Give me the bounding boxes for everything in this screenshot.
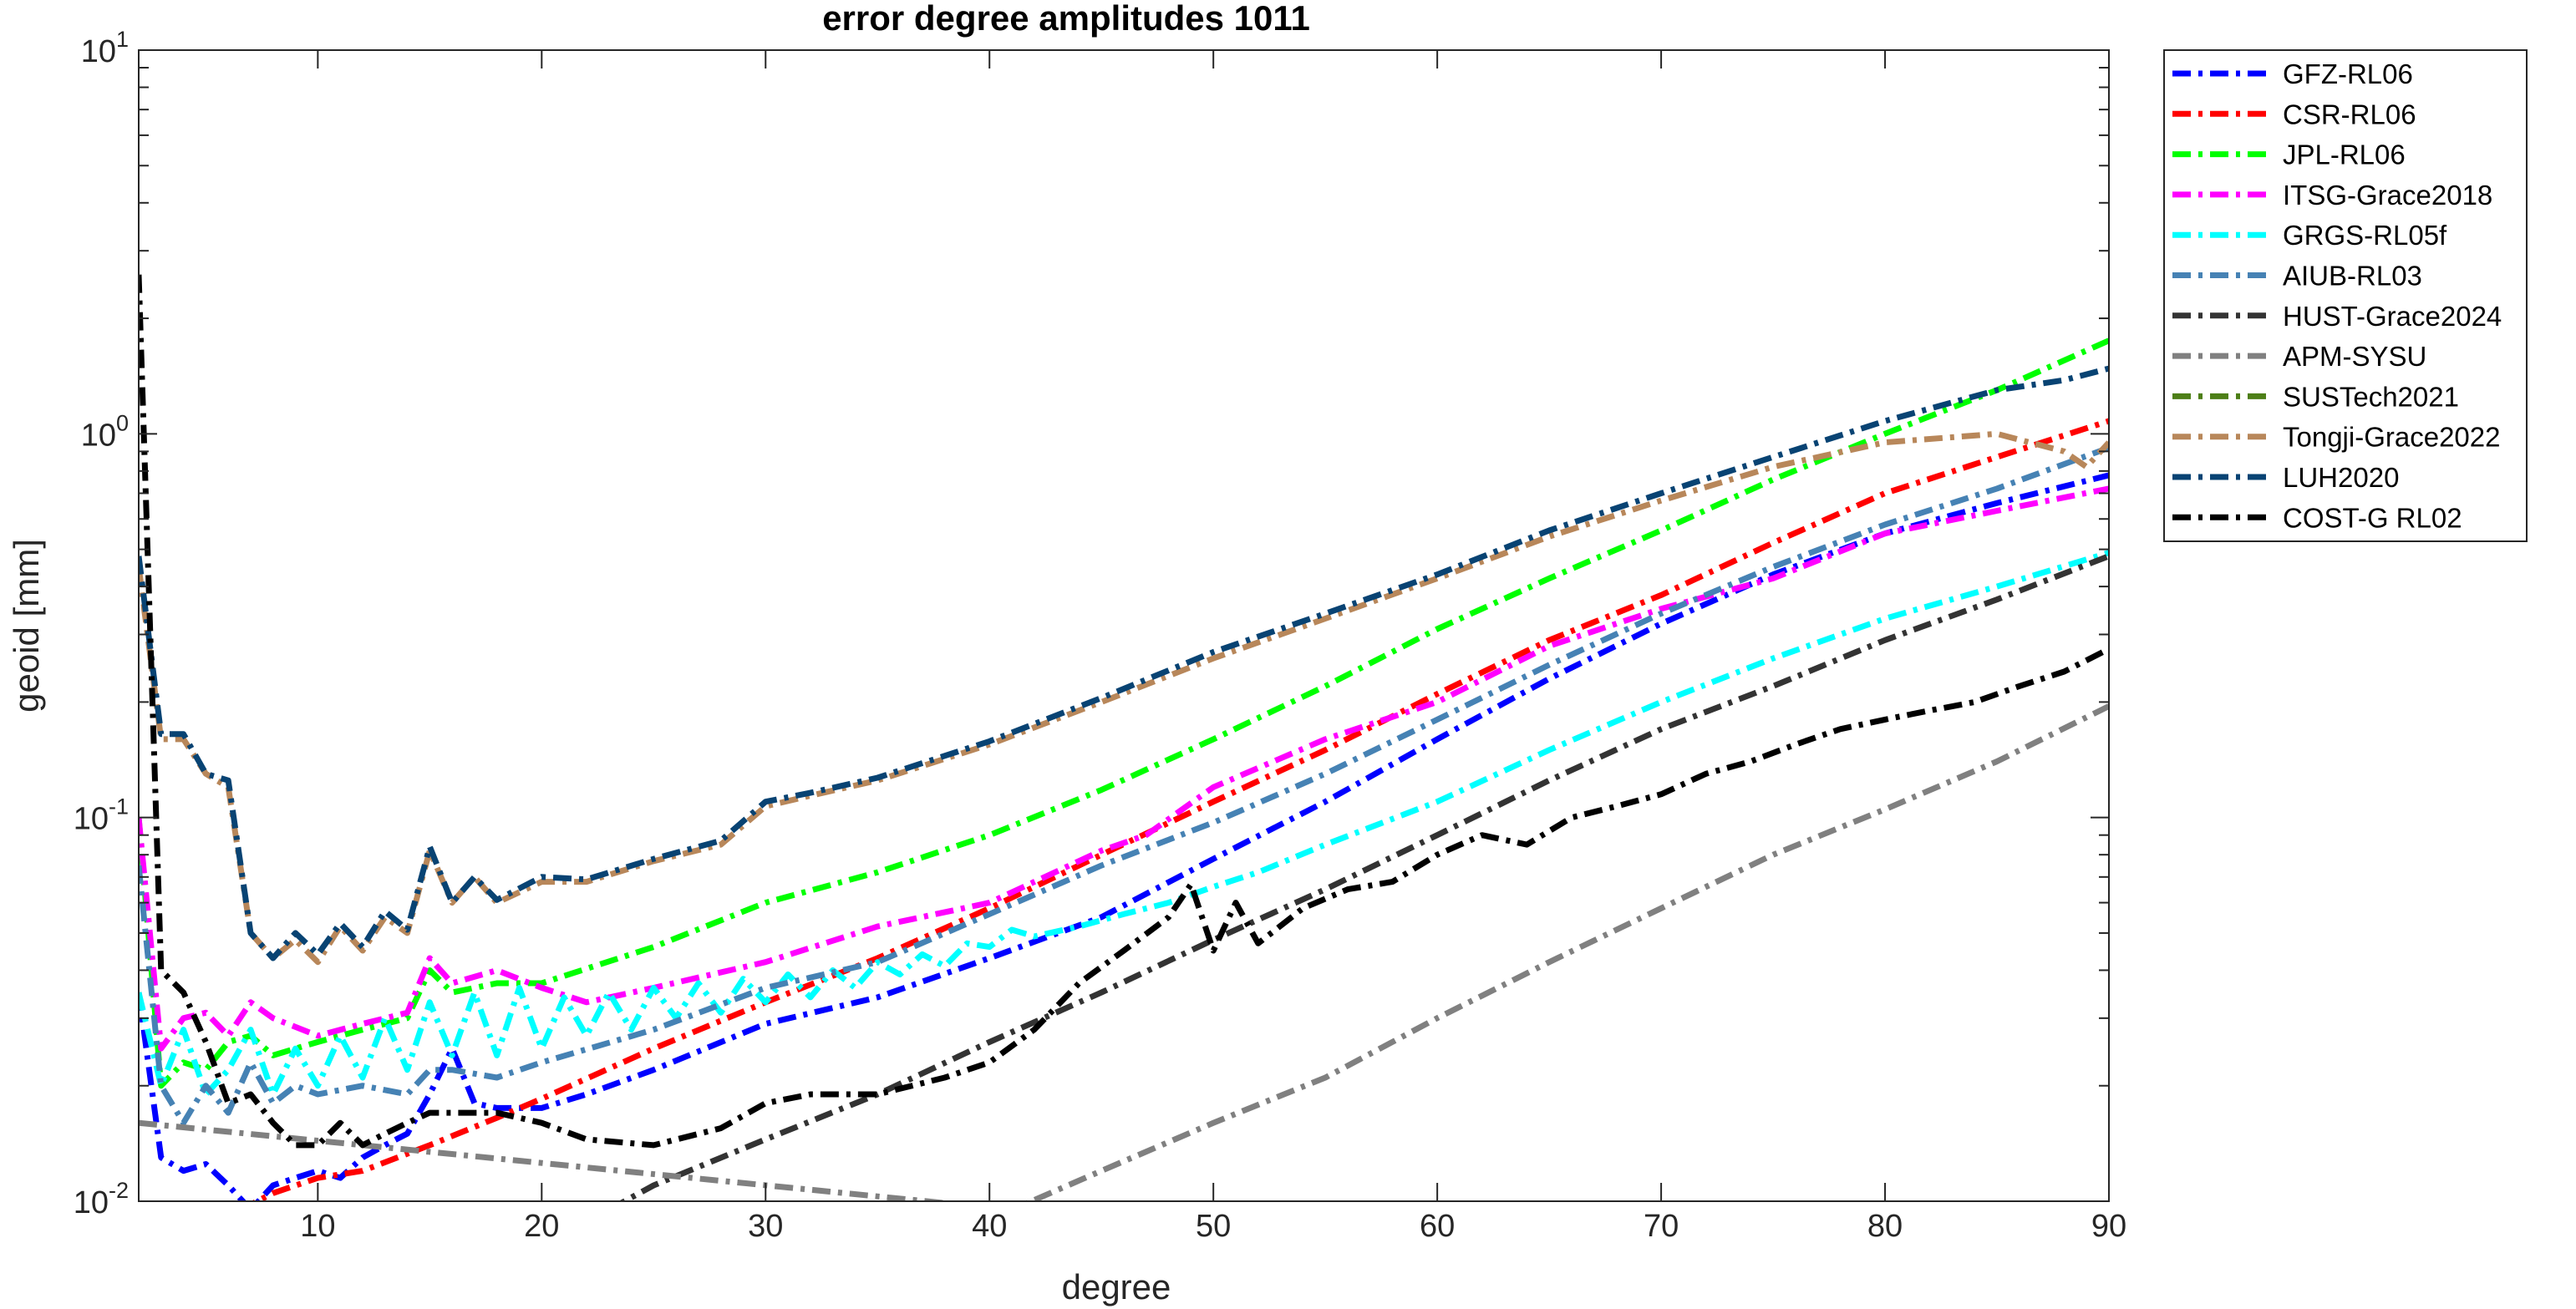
series-line-itsg-grace2018: [139, 485, 2109, 1052]
legend-item: APM-SYSU: [2172, 341, 2426, 372]
legend-label: COST-G RL02: [2283, 502, 2462, 533]
chart-title: error degree amplitudes 1011: [822, 0, 1310, 38]
legend-item: SUSTech2021: [2172, 381, 2459, 412]
legend-label: Tongji-Grace2022: [2283, 422, 2501, 453]
x-axis-label: degree: [1062, 1267, 1171, 1306]
y-tick-label: 10-2: [74, 1178, 129, 1220]
legend: GFZ-RL06 CSR-RL06 JPL-RL06 ITSG-Grace2018 GR…: [2163, 49, 2528, 542]
legend-item: AIUB-RL03: [2172, 261, 2422, 292]
x-tick-label: 80: [1867, 1209, 1903, 1244]
y-tick-label: 10-1: [74, 794, 129, 837]
plot-area: [138, 49, 2110, 1202]
legend-label: CSR-RL06: [2283, 99, 2416, 129]
series-line-tongji-grace2022: [139, 430, 2109, 966]
x-tick-label: 90: [2091, 1209, 2126, 1244]
series-line-apm-sysu: [139, 703, 2109, 1201]
legend-label: GRGS-RL05f: [2283, 220, 2447, 251]
legend-label: AIUB-RL03: [2283, 261, 2422, 292]
legend-item: CSR-RL06: [2172, 99, 2416, 129]
legend-item: ITSG-Grace2018: [2172, 180, 2492, 211]
legend-label: APM-SYSU: [2283, 341, 2426, 372]
legend-box: [2163, 49, 2528, 542]
legend-item: GFZ-RL06: [2172, 58, 2413, 89]
legend-item: COST-G RL02: [2172, 502, 2462, 533]
series-layer: [139, 274, 2109, 1201]
series-line-luh2020: [139, 365, 2109, 961]
legend-label: SUSTech2021: [2283, 381, 2459, 412]
legend-item: Tongji-Grace2022: [2172, 422, 2501, 453]
legend-label: JPL-RL06: [2283, 140, 2406, 170]
series-line-gfz-rl06: [139, 472, 2109, 1201]
legend-label: GFZ-RL06: [2283, 58, 2413, 89]
x-tick-label: 40: [972, 1209, 1007, 1244]
y-tick-label: 101: [81, 27, 129, 69]
series-line-jpl-rl06: [139, 337, 2109, 1089]
legend-label: ITSG-Grace2018: [2283, 180, 2492, 211]
legend-item: GRGS-RL05f: [2172, 220, 2447, 251]
axes: 10 20 30 40 50 60 70 80 90 10-2 10-1 100 101: [74, 27, 2126, 1244]
series-line-aiub-rl03: [139, 444, 2109, 1126]
legend-item: JPL-RL06: [2172, 140, 2406, 170]
x-tick-label: 20: [524, 1209, 559, 1244]
legend-label: LUH2020: [2283, 462, 2399, 493]
series-line-hust-grace2024: [618, 553, 2109, 1201]
series-line-grgs-rl05f: [139, 550, 2109, 1098]
x-tick-label: 10: [300, 1209, 335, 1244]
x-tick-label: 70: [1644, 1209, 1679, 1244]
legend-item: HUST-Grace2024: [2172, 301, 2502, 332]
x-tick-label: 60: [1420, 1209, 1455, 1244]
y-tick-label: 100: [81, 410, 129, 453]
legend-item: LUH2020: [2172, 462, 2399, 493]
series-line-cost-g-rl02: [139, 274, 2109, 1149]
x-tick-label: 50: [1196, 1209, 1231, 1244]
x-tick-label: 30: [748, 1209, 783, 1244]
legend-label: HUST-Grace2024: [2283, 301, 2502, 332]
y-axis-label: geoid [mm]: [7, 539, 46, 713]
